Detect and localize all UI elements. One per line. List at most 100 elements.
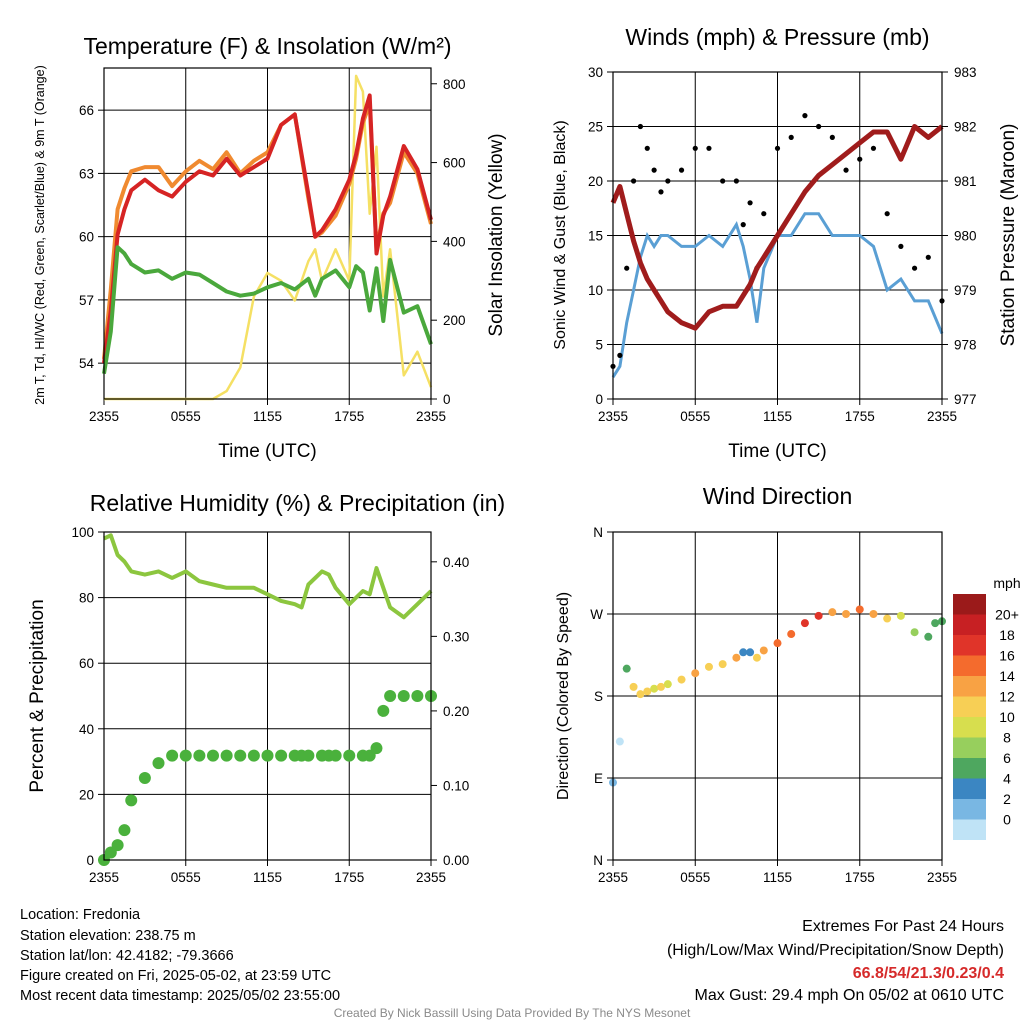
location-label: Location: Fredonia	[20, 907, 141, 923]
colorbar-swatch	[953, 737, 986, 758]
x-tick-label: 1755	[845, 870, 875, 885]
precip-point	[220, 749, 233, 762]
gust-point	[870, 145, 877, 151]
precip-point	[343, 749, 356, 762]
direction-point	[643, 687, 652, 696]
y2-tick-label: 0.20	[443, 704, 469, 719]
direction-point	[656, 682, 665, 691]
gust-point	[617, 352, 623, 358]
y2-tick-label: 977	[954, 392, 977, 407]
recent-data-label: Most recent data timestamp: 2025/05/02 2…	[20, 988, 341, 1004]
y2-tick-label: 0	[443, 392, 451, 407]
precip-point	[302, 749, 315, 762]
y-axis-label: Percent & Precipitation	[27, 599, 48, 792]
series-line-green	[102, 245, 433, 375]
plot-frame	[103, 67, 432, 400]
plot-frame	[612, 531, 943, 861]
x-tick-label: 0555	[680, 870, 710, 885]
x-tick-label: 2355	[89, 409, 119, 424]
elevation-label: Station elevation: 238.75 m	[20, 928, 196, 944]
gust-point	[925, 254, 931, 260]
colorbar-label: 2	[1003, 791, 1011, 807]
y-tick-label: 0	[86, 853, 94, 868]
colorbar-label: 16	[999, 648, 1015, 664]
x-axis-label: Time (UTC)	[218, 441, 317, 462]
direction-point	[732, 653, 741, 662]
precip-point	[138, 772, 151, 784]
colorbar-swatch	[953, 594, 986, 615]
gust-point	[624, 265, 630, 271]
y2-tick-label: 979	[954, 283, 977, 298]
gust-point	[911, 265, 918, 271]
direction-point	[869, 610, 878, 618]
colorbar-swatch	[953, 635, 986, 656]
y2-tick-label: 982	[954, 120, 977, 135]
precip-point	[207, 749, 219, 762]
y2-tick-label: 0.10	[443, 778, 469, 793]
y-tick-label: 63	[79, 166, 94, 181]
colorbar-swatch	[953, 696, 986, 717]
y2-axis-label: Station Pressure (Maroon)	[998, 124, 1019, 347]
colorbar-label: 0	[1003, 812, 1011, 828]
x-tick-label: 1755	[334, 870, 364, 885]
direction-point	[924, 632, 933, 641]
colorbar-label: 8	[1003, 730, 1011, 746]
gust-point	[829, 134, 835, 140]
series-line-humidity	[103, 533, 433, 620]
precip-point	[275, 749, 288, 762]
colorbar-swatch	[953, 614, 986, 635]
colorbar-label: 18	[999, 627, 1015, 643]
gust-point	[644, 145, 650, 151]
gust-point	[665, 178, 671, 184]
x-tick-label: 1755	[845, 409, 875, 424]
x-tick-label: 1155	[253, 870, 282, 885]
y-axis-label: Direction (Colored By Speed)	[555, 592, 572, 800]
precip-point	[166, 749, 179, 762]
direction-point	[883, 614, 892, 623]
y-tick-label: N	[593, 853, 603, 868]
y-tick-label: 0	[595, 392, 603, 407]
y-axis-label: 2m T, Td, HI/WC (Red, Green, Scarlet/Blu…	[33, 65, 47, 404]
x-tick-label: 2355	[927, 409, 957, 424]
y2-tick-label: 0.40	[443, 555, 469, 570]
y-tick-label: 54	[79, 356, 95, 371]
series-line-maroon	[610, 124, 944, 331]
precip-point	[193, 749, 206, 762]
gust-point	[761, 211, 767, 217]
precip-point	[234, 749, 247, 762]
precip-point	[377, 704, 390, 717]
y-tick-label: 80	[79, 591, 94, 606]
gust-point	[816, 123, 822, 130]
precip-point	[111, 839, 124, 852]
x-tick-label: 1155	[763, 870, 792, 885]
direction-point	[931, 619, 940, 628]
colorbar-label: 12	[999, 689, 1015, 705]
y-tick-label: S	[594, 689, 603, 704]
precip-point	[247, 749, 260, 762]
chart-title: Temperature (F) & Insolation (W/m²)	[83, 33, 451, 59]
colorbar-swatch	[953, 717, 986, 738]
x-tick-label: 2355	[927, 870, 957, 885]
colorbar-label: 4	[1003, 771, 1011, 787]
y-tick-label: E	[594, 771, 603, 786]
gust-point	[692, 145, 698, 151]
y2-tick-label: 200	[443, 313, 466, 328]
gust-point	[720, 178, 726, 184]
gust-point	[733, 178, 739, 184]
colorbar-swatch	[953, 758, 986, 779]
colorbar-label: 6	[1003, 750, 1011, 766]
plot-frame	[612, 71, 943, 400]
colorbar-swatch	[953, 676, 986, 697]
y-tick-label: 100	[71, 525, 94, 540]
y-tick-label: 20	[79, 787, 94, 802]
y-tick-label: 66	[79, 103, 94, 118]
y-tick-label: 25	[588, 120, 603, 135]
y-tick-label: N	[593, 525, 603, 540]
direction-point	[896, 611, 905, 620]
gust-point	[843, 167, 849, 173]
chart-title: Relative Humidity (%) & Precipitation (i…	[90, 490, 505, 516]
gust-point	[802, 113, 808, 119]
plot-frame	[103, 531, 432, 861]
y2-axis-label: Solar Insolation (Yellow)	[486, 133, 507, 336]
precip-point	[411, 690, 424, 702]
